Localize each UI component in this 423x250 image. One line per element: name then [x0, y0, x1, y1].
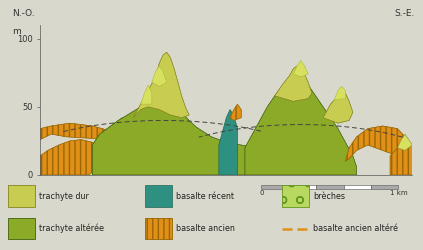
- Bar: [316, 185, 343, 189]
- Bar: [145, 186, 172, 207]
- Polygon shape: [230, 104, 241, 120]
- Text: m: m: [12, 26, 21, 36]
- Polygon shape: [323, 90, 353, 123]
- Polygon shape: [141, 85, 152, 104]
- Text: trachyte altérée: trachyte altérée: [39, 224, 104, 233]
- Text: 0: 0: [259, 190, 264, 196]
- Bar: [371, 185, 398, 189]
- Polygon shape: [219, 110, 237, 175]
- Text: brèches: brèches: [313, 192, 345, 201]
- Polygon shape: [92, 99, 282, 175]
- Bar: [8, 218, 35, 240]
- Polygon shape: [92, 118, 129, 175]
- Text: basalte ancien: basalte ancien: [176, 224, 235, 233]
- Text: 1 km: 1 km: [390, 190, 407, 196]
- Text: trachyte dur: trachyte dur: [39, 192, 89, 201]
- Polygon shape: [245, 74, 357, 175]
- Bar: [8, 186, 35, 207]
- Bar: [145, 218, 172, 240]
- Bar: [282, 186, 309, 207]
- Bar: [145, 218, 172, 240]
- Polygon shape: [40, 123, 115, 140]
- Bar: [343, 185, 371, 189]
- Polygon shape: [152, 66, 167, 86]
- Polygon shape: [275, 66, 312, 101]
- Bar: [289, 185, 316, 189]
- Polygon shape: [398, 134, 412, 150]
- Polygon shape: [390, 142, 412, 175]
- Polygon shape: [293, 60, 308, 77]
- Bar: [261, 185, 289, 189]
- Bar: [8, 186, 35, 207]
- Text: basalte récent: basalte récent: [176, 192, 234, 201]
- Text: N.-O.: N.-O.: [12, 8, 35, 18]
- Text: S.-E.: S.-E.: [394, 8, 414, 18]
- Text: basalte ancien altéré: basalte ancien altéré: [313, 224, 398, 233]
- Bar: [8, 218, 35, 240]
- Polygon shape: [334, 86, 346, 100]
- Polygon shape: [40, 140, 104, 175]
- Polygon shape: [346, 126, 412, 161]
- Polygon shape: [133, 52, 189, 118]
- Bar: [282, 186, 309, 207]
